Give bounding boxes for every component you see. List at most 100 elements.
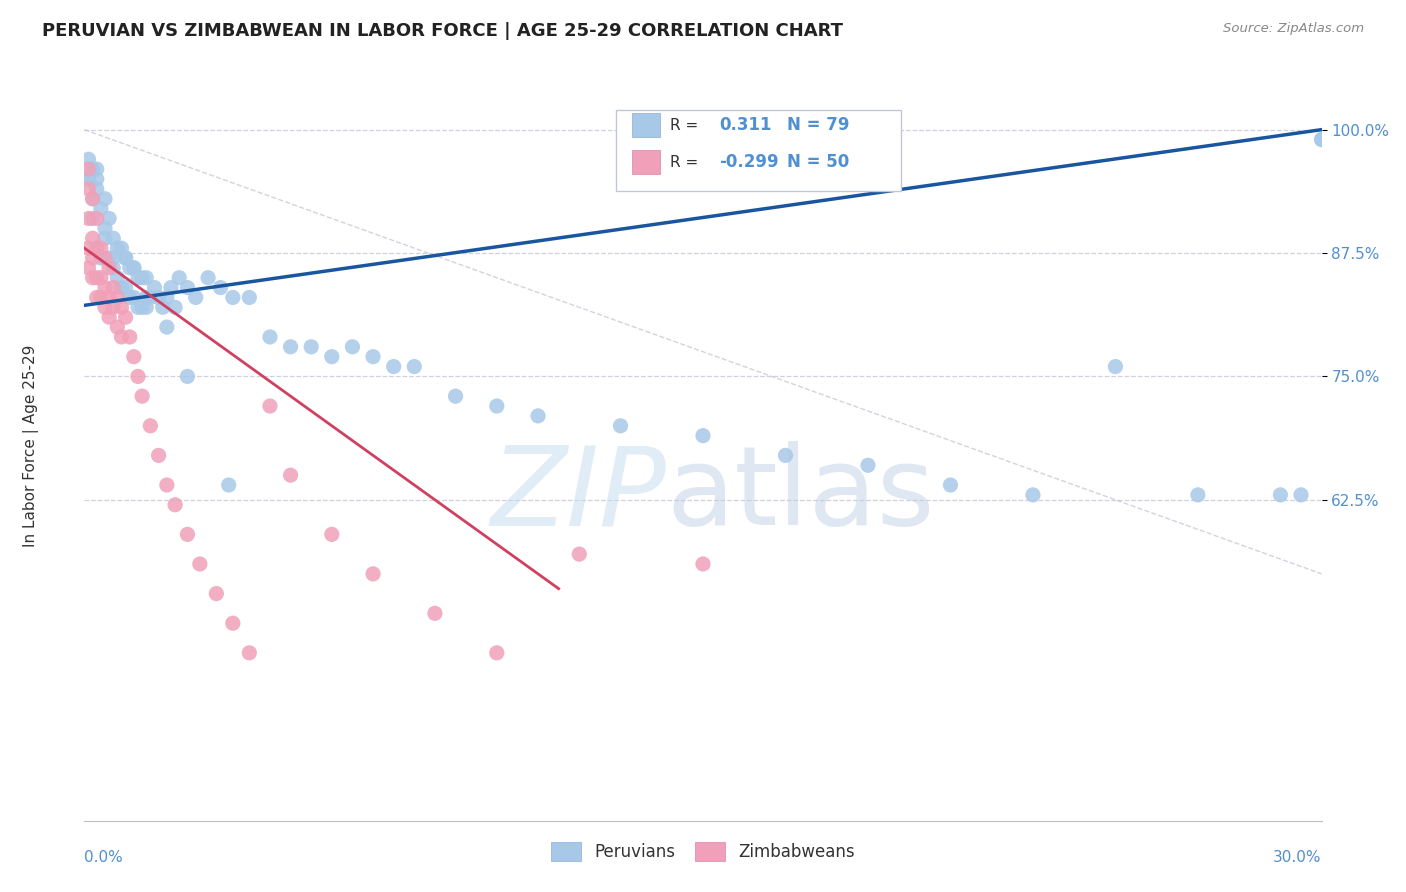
Point — [135, 301, 157, 315]
Point — [423, 607, 446, 621]
Point — [110, 301, 132, 315]
Point — [1289, 488, 1312, 502]
Point — [98, 211, 121, 226]
Point — [118, 330, 141, 344]
Point — [361, 566, 384, 581]
Point — [148, 290, 170, 304]
Point — [160, 280, 183, 294]
Point — [77, 153, 100, 167]
Point — [90, 241, 112, 255]
Point — [222, 616, 245, 631]
Text: In Labor Force | Age 25-29: In Labor Force | Age 25-29 — [22, 345, 39, 547]
Point — [148, 449, 170, 463]
Point — [321, 527, 343, 541]
Point — [209, 280, 232, 294]
Point — [527, 409, 550, 423]
Point — [114, 251, 136, 265]
Point — [82, 231, 104, 245]
Point — [105, 290, 128, 304]
Point — [280, 340, 302, 354]
Point — [856, 458, 879, 473]
Point — [122, 260, 145, 275]
Point — [156, 320, 179, 334]
Text: 30.0%: 30.0% — [1274, 850, 1322, 865]
Point — [1310, 132, 1333, 146]
Point — [485, 399, 508, 413]
Point — [939, 478, 962, 492]
Text: Source: ZipAtlas.com: Source: ZipAtlas.com — [1223, 22, 1364, 36]
Point — [114, 251, 136, 265]
Point — [90, 251, 112, 265]
Point — [131, 301, 153, 315]
Point — [321, 350, 343, 364]
Point — [122, 290, 145, 304]
Point — [139, 418, 162, 433]
Point — [110, 241, 132, 255]
Point — [98, 290, 121, 304]
Point — [77, 260, 100, 275]
Point — [485, 646, 508, 660]
Text: -0.299: -0.299 — [718, 153, 779, 171]
Point — [90, 290, 112, 304]
Point — [82, 251, 104, 265]
Point — [77, 172, 100, 186]
Point — [82, 192, 104, 206]
Point — [90, 202, 112, 216]
Text: N = 50: N = 50 — [787, 153, 849, 171]
Point — [105, 320, 128, 334]
Point — [135, 290, 157, 304]
Point — [90, 270, 112, 285]
Point — [82, 270, 104, 285]
Point — [176, 369, 198, 384]
Point — [103, 260, 125, 275]
Point — [218, 478, 240, 492]
Point — [165, 498, 187, 512]
Point — [444, 389, 467, 403]
Point — [82, 162, 104, 177]
Point — [188, 557, 211, 571]
Point — [176, 527, 198, 541]
Point — [118, 290, 141, 304]
Point — [167, 270, 190, 285]
Point — [94, 221, 117, 235]
Point — [98, 260, 121, 275]
Point — [205, 586, 228, 600]
Point — [94, 231, 117, 245]
Point — [82, 192, 104, 206]
Point — [103, 301, 125, 315]
Point — [165, 301, 187, 315]
Point — [775, 449, 797, 463]
Point — [103, 231, 125, 245]
Point — [86, 162, 108, 177]
Point — [127, 369, 149, 384]
Point — [94, 192, 117, 206]
Point — [77, 211, 100, 226]
Point — [238, 646, 260, 660]
Point — [404, 359, 426, 374]
Point — [114, 280, 136, 294]
Point — [98, 310, 121, 325]
Point — [86, 182, 108, 196]
Point — [156, 290, 179, 304]
Text: ZIP: ZIP — [491, 442, 666, 549]
Point — [135, 270, 157, 285]
Point — [238, 290, 260, 304]
Point — [110, 280, 132, 294]
Point — [105, 270, 128, 285]
Point — [143, 280, 166, 294]
Point — [692, 428, 714, 442]
Point — [127, 301, 149, 315]
Text: atlas: atlas — [666, 442, 935, 549]
Point — [1310, 132, 1333, 146]
FancyBboxPatch shape — [633, 150, 659, 174]
Point — [86, 241, 108, 255]
Text: PERUVIAN VS ZIMBABWEAN IN LABOR FORCE | AGE 25-29 CORRELATION CHART: PERUVIAN VS ZIMBABWEAN IN LABOR FORCE | … — [42, 22, 844, 40]
Legend: Peruvians, Zimbabweans: Peruvians, Zimbabweans — [544, 835, 862, 868]
Point — [342, 340, 364, 354]
Point — [77, 162, 100, 177]
Point — [361, 350, 384, 364]
Point — [77, 241, 100, 255]
Point — [259, 399, 281, 413]
Point — [94, 280, 117, 294]
Point — [86, 241, 108, 255]
